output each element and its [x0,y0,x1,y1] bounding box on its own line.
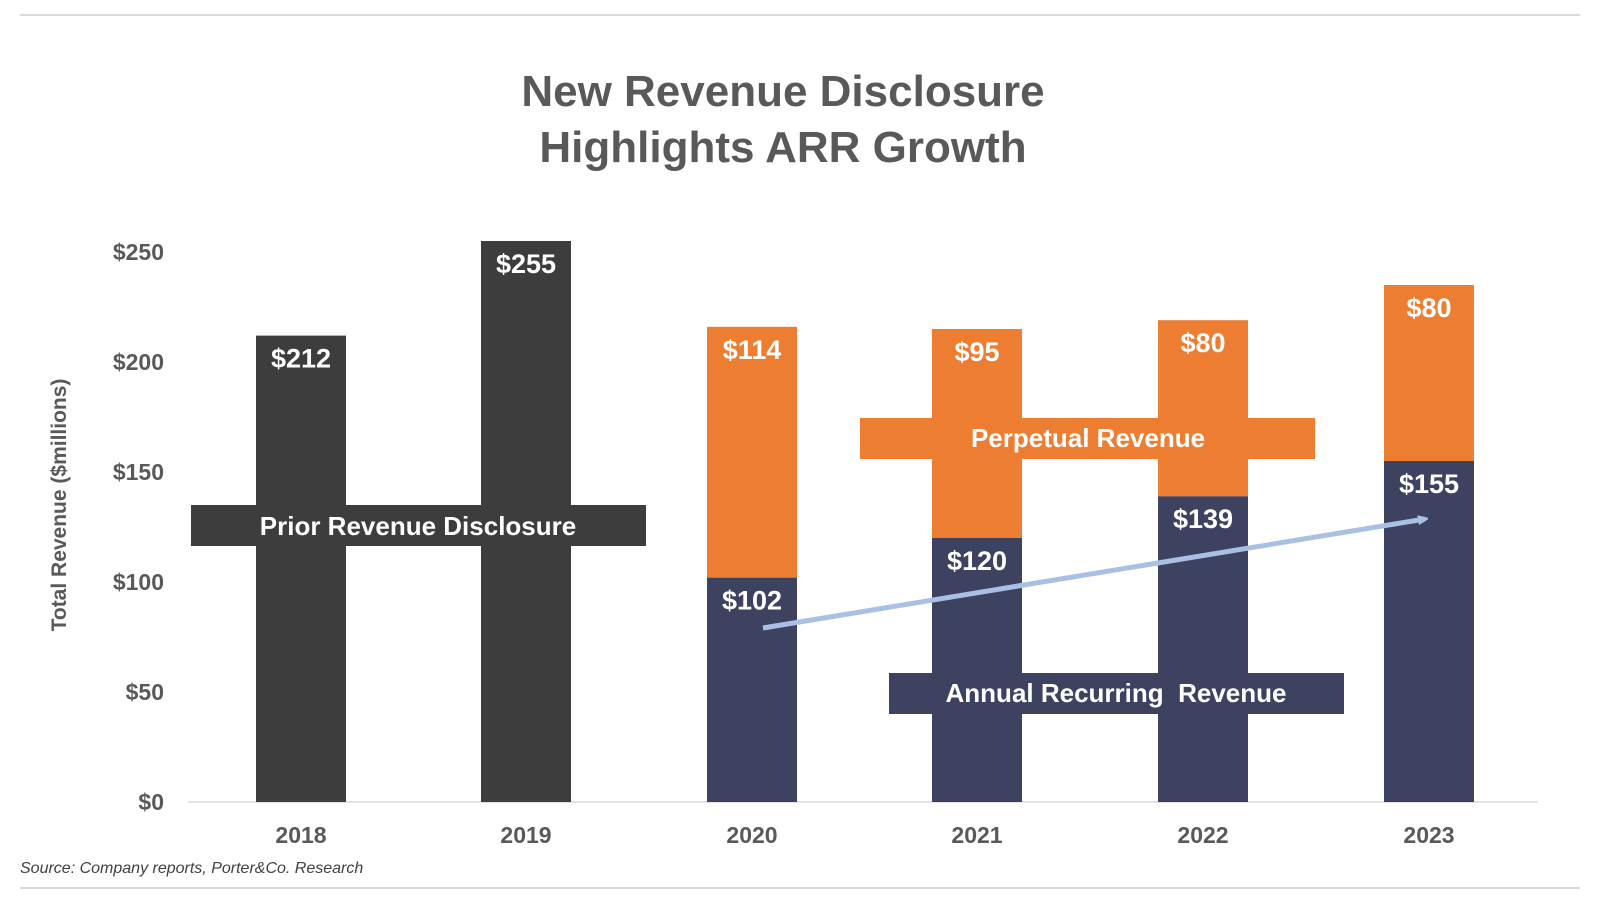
bars: $212 $255 $102 $114 $120 $95 $139 $80 $155 $80 [256,241,1474,802]
arr-callout: Annual Recurring Revenue [889,673,1344,714]
chart-title-line-1: New Revenue Disclosure [521,67,1044,116]
perpetual-value-label-2022: $80 [1180,328,1225,358]
arr-label: Annual Recurring Revenue [946,678,1287,708]
y-tick-label: $50 [126,679,164,705]
arr-value-label-2020: $102 [722,586,782,616]
arr-value-label-2021: $120 [947,546,1007,576]
y-tick-label: $0 [138,789,164,815]
y-tick-label: $150 [113,459,164,485]
perpetual-revenue-callout: Perpetual Revenue [860,418,1315,459]
y-tick-label: $250 [113,239,164,265]
x-tick-label: 2019 [500,822,551,848]
x-axis-ticks: 2018 2019 2020 2021 2022 2023 [275,822,1454,848]
arr-bar-2022 [1158,496,1248,802]
bottom-divider [20,887,1580,889]
x-tick-label: 2018 [275,822,326,848]
prior-disclosure-label: Prior Revenue Disclosure [260,511,576,541]
source-note: Source: Company reports, Porter&Co. Rese… [20,860,364,877]
prior-value-label-2018: $212 [271,344,331,374]
chart-title-line-2: Highlights ARR Growth [539,123,1026,172]
prior-disclosure-box [191,505,646,546]
prior-bar-2018 [256,335,346,802]
prior-disclosure-callout: Prior Revenue Disclosure [191,505,646,546]
x-tick-label: 2020 [726,822,777,848]
perpetual-revenue-label: Perpetual Revenue [971,423,1205,453]
arr-bar-2023 [1384,461,1474,802]
x-tick-label: 2023 [1403,822,1454,848]
perpetual-value-label-2021: $95 [954,337,999,367]
top-divider [20,14,1580,16]
perpetual-bar-2020 [707,326,797,578]
arr-value-label-2023: $155 [1399,469,1459,499]
x-tick-label: 2022 [1177,822,1228,848]
perpetual-bar-2023 [1384,285,1474,461]
perpetual-bar-2022 [1158,320,1248,497]
y-axis-label: Total Revenue ($millions) [48,379,71,632]
arr-value-label-2022: $139 [1173,504,1233,534]
arr-bar-2021 [932,538,1022,802]
perpetual-revenue-box [860,418,1315,459]
y-tick-label: $200 [113,349,164,375]
x-tick-label: 2021 [951,822,1002,848]
arr-trend-arrow [762,519,1425,631]
prior-value-label-2019: $255 [496,249,556,279]
perpetual-value-label-2020: $114 [723,335,782,365]
arr-box [889,673,1344,714]
y-axis-ticks: $0 $50 $100 $150 $200 $250 [113,239,164,815]
perpetual-value-label-2023: $80 [1406,293,1451,323]
y-tick-label: $100 [113,569,164,595]
arr-bar-2020 [707,577,797,802]
